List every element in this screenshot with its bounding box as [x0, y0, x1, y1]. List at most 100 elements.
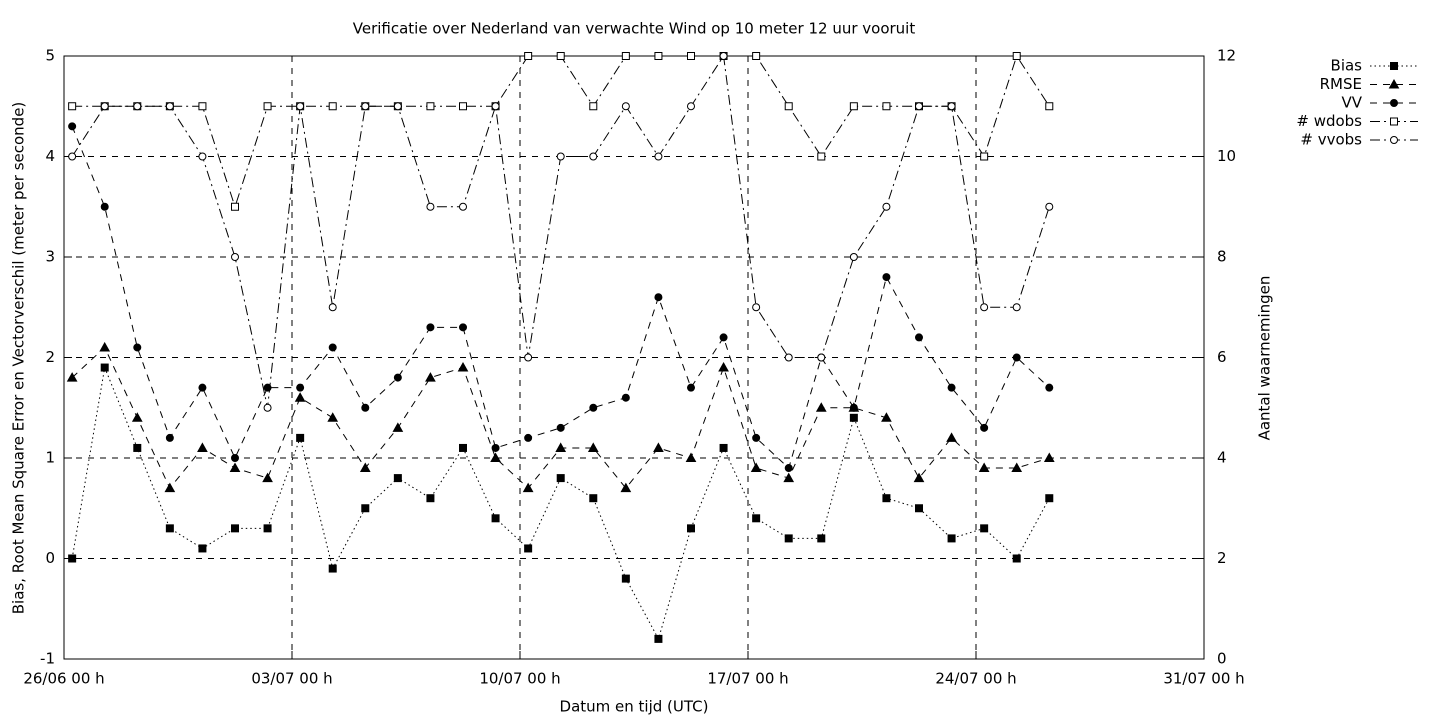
marker [490, 452, 501, 462]
marker [296, 433, 305, 442]
marker [459, 202, 467, 211]
marker [587, 442, 599, 452]
marker [165, 524, 174, 533]
marker [66, 372, 78, 382]
y2-tick-label: 4 [1217, 449, 1227, 467]
marker [556, 152, 565, 161]
marker [393, 102, 402, 111]
marker [815, 402, 827, 412]
marker [719, 333, 728, 342]
marker [752, 52, 761, 60]
marker [459, 102, 467, 111]
marker [426, 202, 435, 211]
x-tick-label: 10/07 00 h [479, 670, 560, 688]
marker [1045, 202, 1054, 211]
series-line [71, 54, 1050, 408]
marker [752, 303, 761, 312]
marker [621, 52, 630, 60]
marker [425, 372, 436, 382]
marker [687, 52, 695, 60]
x-tick-label: 17/07 00 h [707, 670, 788, 688]
marker [915, 333, 923, 342]
marker [198, 152, 207, 161]
marker [978, 462, 990, 473]
marker [817, 152, 826, 161]
marker [653, 442, 664, 452]
marker [262, 472, 273, 483]
marker [556, 423, 565, 432]
y-tick-label: 2 [45, 348, 55, 366]
marker [1045, 383, 1054, 392]
legend-label: Bias [1331, 57, 1363, 75]
y-tick-label: 0 [45, 549, 55, 567]
marker [654, 152, 663, 161]
marker [296, 383, 305, 392]
series-line [71, 126, 1050, 469]
marker [882, 102, 891, 111]
marker [522, 482, 534, 493]
marker [752, 433, 761, 442]
marker [687, 524, 695, 533]
marker [719, 443, 728, 452]
marker [68, 554, 77, 563]
marker [881, 412, 892, 422]
marker [1390, 62, 1398, 70]
y2-tick-label: 0 [1217, 650, 1227, 668]
marker [980, 423, 989, 432]
marker [621, 102, 630, 111]
y-axis-label: Bias, Root Mean Square Error en Vectorve… [10, 102, 28, 615]
marker [131, 412, 143, 422]
marker [524, 52, 533, 60]
y2-tick-label: 2 [1217, 549, 1227, 567]
marker [426, 102, 435, 111]
marker [99, 341, 111, 352]
marker [1012, 303, 1021, 312]
marker [524, 433, 533, 442]
y-tick-label: -1 [40, 650, 55, 668]
marker [231, 454, 239, 462]
marker [882, 494, 891, 503]
marker [882, 202, 891, 211]
marker [589, 403, 598, 412]
x-tick-label: 31/07 00 h [1163, 670, 1244, 688]
chart-title: Verificatie over Nederland van verwachte… [353, 20, 916, 38]
marker [1045, 494, 1054, 503]
marker [459, 323, 467, 332]
marker [947, 534, 956, 543]
marker [1011, 462, 1023, 473]
marker [784, 102, 793, 111]
marker [491, 514, 500, 523]
marker [328, 564, 337, 573]
y2-tick-label: 8 [1217, 248, 1227, 266]
marker [817, 534, 826, 543]
marker [687, 383, 695, 392]
marker [980, 152, 989, 161]
marker [393, 373, 402, 382]
legend-label: # wdobs [1296, 112, 1362, 130]
marker [198, 544, 207, 553]
marker [393, 474, 402, 483]
marker [784, 353, 793, 362]
marker [328, 343, 337, 352]
marker [946, 432, 957, 442]
marker [849, 413, 858, 422]
marker [165, 102, 174, 111]
marker [524, 353, 533, 362]
marker [654, 293, 663, 302]
marker [491, 443, 500, 452]
marker [1012, 52, 1021, 60]
marker [882, 273, 891, 282]
marker [361, 403, 370, 412]
marker [589, 494, 598, 503]
marker [231, 253, 239, 261]
marker [359, 462, 371, 473]
marker [68, 102, 77, 111]
marker [980, 303, 989, 312]
marker [750, 462, 762, 473]
marker [457, 362, 469, 372]
series-line [72, 54, 1050, 209]
marker [263, 403, 272, 412]
marker [783, 472, 795, 483]
marker [133, 443, 142, 452]
